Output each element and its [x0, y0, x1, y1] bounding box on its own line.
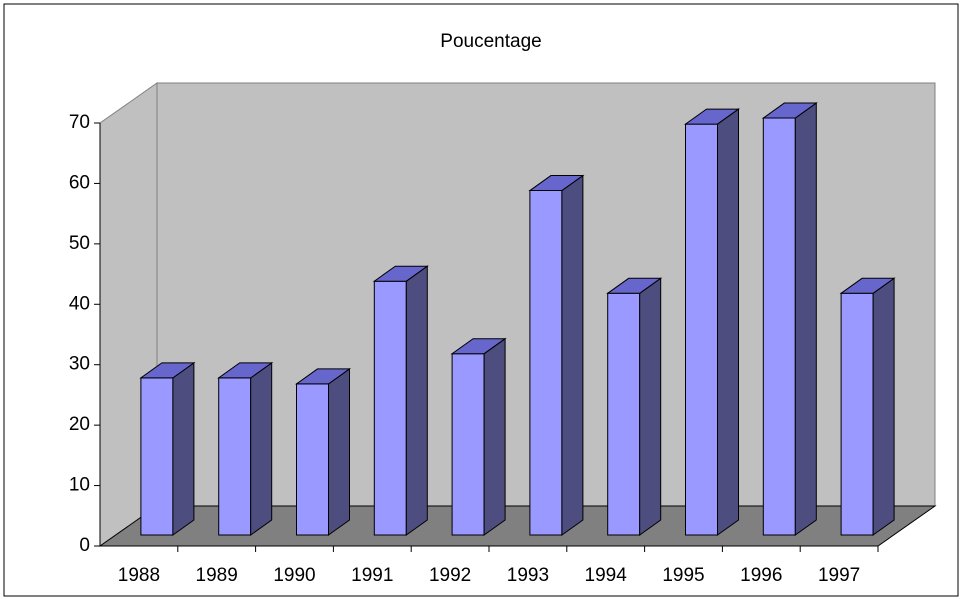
y-tick-label: 40 — [69, 293, 90, 314]
bar-front — [451, 353, 485, 536]
bar — [761, 102, 818, 536]
bar-side — [328, 367, 350, 536]
chart-title: Poucentage — [440, 31, 541, 52]
bar-top — [606, 277, 663, 294]
bar-top — [217, 362, 274, 379]
bar-front — [140, 377, 174, 536]
bar-side — [483, 337, 506, 536]
bar-side — [717, 108, 739, 536]
x-tick-label: 1992 — [429, 565, 471, 586]
bar-top — [450, 338, 507, 355]
bar-top — [839, 277, 896, 294]
bar-front — [685, 123, 718, 536]
bar-top — [683, 108, 741, 125]
bar-side — [639, 277, 662, 536]
x-tick-label: 1995 — [662, 565, 704, 586]
bar-top — [294, 368, 352, 385]
bar — [528, 174, 585, 536]
bar-front — [296, 383, 329, 536]
bar — [839, 277, 896, 536]
bar-front — [218, 377, 252, 536]
x-tick-label: 1993 — [507, 565, 549, 586]
x-tick-label: 1997 — [818, 565, 860, 586]
bar-top — [528, 175, 585, 192]
bar-top — [139, 362, 196, 379]
bar — [606, 277, 663, 536]
x-tick-label: 1988 — [118, 565, 160, 586]
y-tick-label: 20 — [69, 414, 90, 435]
y-tick-label: 10 — [69, 475, 90, 496]
y-tick-label: 0 — [79, 535, 90, 556]
bar — [139, 361, 196, 536]
bar-front — [840, 292, 874, 536]
bar-front — [607, 292, 641, 536]
x-tick-label: 1990 — [273, 565, 315, 586]
x-tick-label: 1989 — [196, 565, 238, 586]
bar — [294, 367, 352, 536]
bar — [372, 265, 429, 536]
x-tick-label: 1994 — [585, 565, 628, 586]
y-tick-label: 70 — [69, 112, 90, 133]
bar-front — [529, 190, 563, 536]
x-tick-label: 1991 — [351, 565, 393, 586]
x-tick-label: 1996 — [740, 565, 782, 586]
bar — [217, 361, 274, 536]
bar-side — [561, 174, 584, 536]
bar-side — [405, 265, 428, 536]
y-tick-label: 50 — [69, 233, 90, 254]
y-tick-label: 30 — [69, 354, 90, 375]
bar-side — [250, 361, 273, 536]
bar-front — [373, 280, 407, 536]
bar — [683, 108, 741, 536]
bar-top — [372, 265, 429, 282]
bar-front — [762, 117, 796, 536]
bar-top — [761, 102, 818, 119]
bar — [450, 337, 507, 536]
y-tick-label: 60 — [69, 172, 90, 193]
bar-side — [172, 361, 195, 536]
bar-side — [872, 277, 895, 536]
bar-side — [794, 102, 817, 536]
